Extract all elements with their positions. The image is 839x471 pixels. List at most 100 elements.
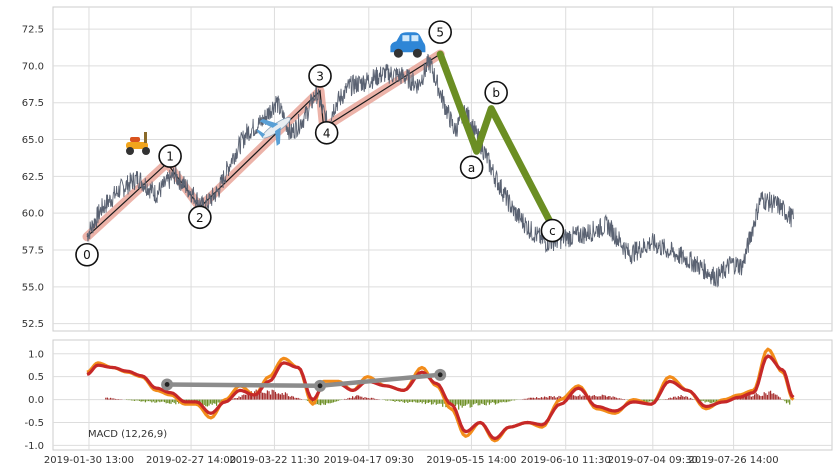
histogram-bar: [592, 395, 594, 400]
wave-label-1: 1: [158, 144, 182, 168]
histogram-bar: [545, 397, 547, 400]
histogram-bar: [506, 399, 508, 403]
histogram-bar: [702, 399, 705, 401]
histogram-bar: [114, 398, 116, 400]
x-tick-label: 2019-07-04 09:30: [608, 455, 698, 466]
corrective-wave-line: [436, 50, 553, 224]
scooter-seat: [130, 137, 140, 142]
histogram-bar: [618, 398, 621, 400]
histogram-bar: [766, 394, 768, 400]
histogram-bar: [260, 391, 262, 400]
histogram-bar: [685, 396, 687, 400]
histogram-bar: [167, 399, 169, 403]
histogram-bar: [468, 399, 470, 404]
histogram-bar: [771, 393, 773, 400]
histogram-bar: [318, 399, 320, 405]
histogram-bar: [704, 399, 706, 403]
histogram-bar: [135, 399, 137, 401]
x-tick-label: 2019-01-30 13:00: [44, 455, 134, 466]
histogram-bar: [757, 394, 759, 400]
histogram-bar: [537, 398, 539, 400]
histogram-bar: [366, 397, 368, 400]
histogram-bar: [329, 399, 331, 404]
histogram-bar: [284, 392, 286, 400]
macd-y-tick-label: -0.5: [24, 418, 44, 429]
wave-label-4: 4: [314, 120, 339, 145]
histogram-bar: [617, 398, 619, 400]
histogram-bar: [392, 399, 394, 401]
histogram-bar: [590, 396, 592, 400]
wave-label-circle: [158, 144, 182, 168]
histogram-bar: [278, 393, 280, 400]
histogram-bar: [658, 399, 660, 401]
histogram-bar: [612, 396, 614, 400]
wave-label-circle: [75, 242, 99, 267]
wave-label-text: 2: [196, 211, 204, 225]
histogram-bar: [671, 398, 673, 400]
histogram-bar: [512, 399, 514, 401]
histogram-bar: [607, 396, 609, 400]
histogram-bar: [168, 399, 170, 404]
histogram-bar: [113, 398, 115, 400]
car-wheel: [412, 48, 422, 58]
wave-labels: 0 1 2 3 4 5 a b c: [75, 20, 565, 267]
histogram-bar: [690, 397, 692, 400]
histogram-bar: [672, 396, 675, 400]
histogram-bar: [648, 399, 651, 402]
histogram-bar: [274, 391, 276, 400]
histogram-bar: [576, 396, 578, 400]
histogram-bar: [471, 399, 473, 407]
histogram-bar: [776, 394, 778, 400]
histogram-bar: [257, 393, 259, 400]
histogram-bar: [217, 399, 219, 403]
histogram-bar: [385, 399, 387, 401]
histogram-bar: [152, 399, 154, 402]
histogram-bar: [547, 397, 549, 400]
histogram-bar: [492, 399, 494, 403]
histogram-bar: [534, 398, 536, 400]
histogram-bar: [674, 396, 676, 400]
histogram-bar: [596, 396, 599, 400]
histogram-bar: [595, 396, 597, 400]
histogram-bar: [249, 393, 251, 400]
airplane-shape: [256, 117, 291, 146]
price-y-tick-labels: 52.5 55.0 57.5 60.0 62.5 65.0 67.5 70.0 72.5: [22, 25, 44, 331]
histogram-bar: [402, 399, 404, 403]
histogram-bar: [487, 399, 489, 403]
histogram-bar: [750, 396, 752, 400]
histogram-bar: [677, 396, 679, 400]
histogram-bar: [523, 398, 525, 400]
histogram-bar: [404, 399, 406, 403]
histogram-bar: [219, 399, 221, 403]
x-tick-label: 2019-03-22 11:30: [229, 455, 319, 466]
histogram-bar: [510, 399, 512, 401]
histogram-bar: [577, 395, 579, 400]
wave-label-b: b: [484, 80, 508, 105]
histogram-bar: [377, 399, 379, 400]
histogram-bar: [146, 399, 148, 402]
histogram-bar: [784, 399, 786, 402]
histogram-bar: [477, 399, 479, 406]
histogram-bar: [550, 396, 552, 400]
histogram-bar: [110, 397, 112, 400]
histogram-bar: [350, 398, 352, 400]
histogram-bar: [164, 399, 166, 403]
wave-label-text: c: [549, 224, 556, 238]
histogram-bar: [407, 399, 409, 403]
histogram-bar: [265, 393, 267, 400]
macd-wave-point-center: [437, 372, 443, 378]
histogram-bar: [555, 397, 557, 400]
histogram-bar: [528, 397, 530, 400]
macd-legend-text: MACD (12,26,9): [88, 429, 167, 440]
scooter-stem: [144, 132, 147, 143]
histogram-bar: [668, 398, 670, 400]
histogram-bar: [156, 399, 158, 403]
histogram-bar: [676, 397, 678, 400]
histogram-bar: [262, 392, 264, 400]
histogram-bar: [749, 395, 751, 400]
histogram-bar: [514, 399, 516, 401]
histogram-bar: [353, 397, 355, 400]
histogram-bar: [460, 399, 462, 406]
histogram-bar: [552, 397, 554, 400]
wave-label-0: 0: [75, 242, 99, 267]
